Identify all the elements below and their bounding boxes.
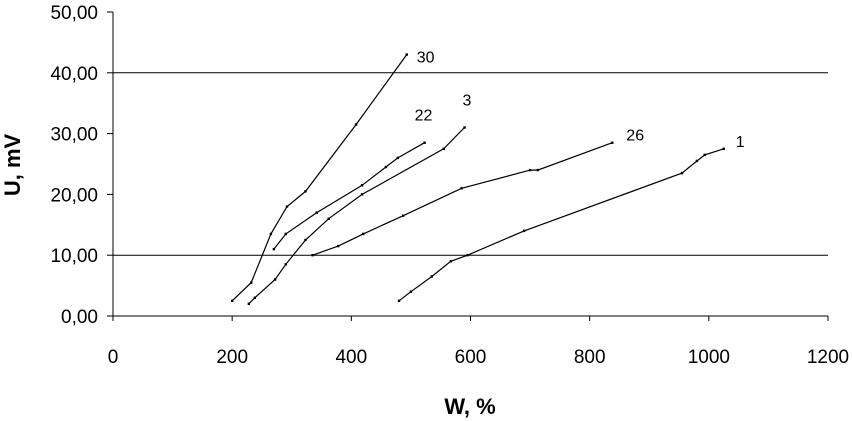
data-point bbox=[695, 159, 699, 163]
data-point bbox=[430, 275, 433, 278]
data-point bbox=[463, 126, 466, 129]
data-point bbox=[230, 299, 234, 302]
data-point bbox=[409, 290, 413, 293]
data-point bbox=[304, 190, 307, 193]
data-point bbox=[247, 302, 251, 306]
series-label-3: 3 bbox=[463, 93, 472, 110]
series-line-26 bbox=[312, 142, 613, 256]
x-tick-label: 200 bbox=[216, 347, 248, 368]
data-point bbox=[253, 296, 257, 299]
data-point bbox=[423, 141, 426, 144]
x-tick-label: 1000 bbox=[688, 347, 730, 368]
data-point bbox=[269, 232, 273, 236]
x-tick-label: 600 bbox=[455, 347, 487, 368]
series-label-30: 30 bbox=[417, 50, 435, 67]
y-tick-label: 0,00 bbox=[61, 307, 98, 328]
x-tick-label: 400 bbox=[335, 347, 367, 368]
data-point bbox=[250, 281, 253, 284]
y-tick-labels: 0,00 10,00 20,00 30,00 40,00 50,00 bbox=[50, 3, 113, 328]
data-point bbox=[401, 214, 405, 217]
series-label-1: 1 bbox=[736, 134, 745, 151]
data-point bbox=[536, 168, 540, 172]
series-label-22: 22 bbox=[415, 108, 433, 125]
series-line-1 bbox=[398, 148, 724, 302]
x-axis-title: W, % bbox=[444, 394, 495, 419]
series-lines bbox=[230, 53, 725, 306]
y-tick-label: 10,00 bbox=[50, 246, 98, 267]
data-point bbox=[327, 217, 330, 220]
series-line-22 bbox=[273, 142, 425, 250]
data-point bbox=[680, 171, 684, 175]
data-point bbox=[273, 278, 277, 281]
data-point bbox=[384, 165, 388, 169]
data-point bbox=[362, 232, 365, 236]
data-point bbox=[360, 193, 364, 196]
data-point bbox=[285, 205, 289, 208]
data-point bbox=[528, 168, 532, 172]
data-point bbox=[460, 187, 463, 190]
data-point bbox=[522, 229, 526, 233]
series-line-30 bbox=[231, 54, 408, 302]
data-point bbox=[272, 247, 276, 251]
gridlines bbox=[113, 72, 828, 256]
data-point bbox=[354, 123, 358, 126]
y-tick-label: 40,00 bbox=[50, 64, 98, 85]
data-point bbox=[304, 238, 307, 242]
data-point bbox=[284, 263, 287, 266]
y-axis-title: U, mV bbox=[0, 134, 25, 197]
data-point bbox=[315, 211, 318, 214]
data-point bbox=[466, 254, 469, 257]
data-point bbox=[396, 156, 400, 160]
data-point bbox=[405, 53, 408, 56]
data-point bbox=[449, 260, 453, 263]
x-tick-label: 0 bbox=[108, 347, 119, 368]
data-point bbox=[442, 147, 445, 150]
data-point bbox=[611, 141, 614, 144]
series-label-26: 26 bbox=[626, 128, 644, 145]
axes bbox=[112, 12, 828, 317]
data-point bbox=[703, 153, 706, 157]
y-tick-label: 20,00 bbox=[50, 185, 98, 206]
data-point bbox=[397, 299, 401, 302]
data-point bbox=[337, 244, 340, 248]
x-tick-label: 1200 bbox=[807, 347, 849, 368]
y-tick-label: 50,00 bbox=[50, 3, 98, 24]
x-tick-label: 800 bbox=[574, 347, 606, 368]
data-point bbox=[284, 232, 287, 236]
data-point bbox=[722, 147, 725, 150]
series-labels: 30 22 3 26 1 bbox=[415, 50, 745, 151]
x-tick-labels: 0 200 400 600 800 1000 1200 bbox=[108, 316, 849, 368]
data-point bbox=[360, 184, 364, 187]
data-point bbox=[311, 254, 314, 257]
y-tick-label: 30,00 bbox=[50, 125, 98, 146]
